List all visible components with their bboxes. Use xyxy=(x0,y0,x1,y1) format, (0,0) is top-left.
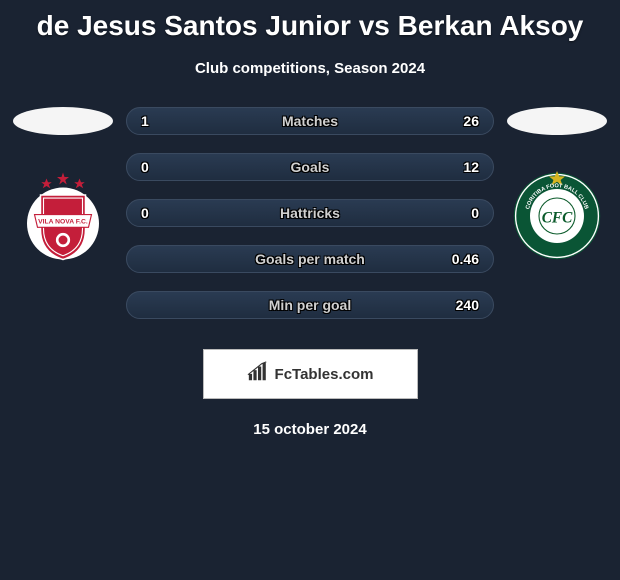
stat-left-value: 1 xyxy=(141,113,149,129)
stat-row-goals-per-match: Goals per match 0.46 xyxy=(126,245,494,273)
stat-row-matches: 1 Matches 26 xyxy=(126,107,494,135)
stat-left-value: 0 xyxy=(141,159,149,175)
svg-text:CFC: CFC xyxy=(542,209,573,226)
page-title: de Jesus Santos Junior vs Berkan Aksoy xyxy=(8,10,612,42)
svg-text:VILA NOVA F.C.: VILA NOVA F.C. xyxy=(38,219,88,226)
comparison-widget: de Jesus Santos Junior vs Berkan Aksoy C… xyxy=(0,0,620,448)
date-text: 15 october 2024 xyxy=(8,421,612,438)
club-crest-left: VILA NOVA F.C. xyxy=(18,171,108,261)
player-right-avatar xyxy=(507,107,607,135)
fctables-text: FcTables.com xyxy=(275,366,374,383)
fctables-link[interactable]: FcTables.com xyxy=(203,349,418,399)
bar-chart-icon xyxy=(247,361,269,387)
left-column: VILA NOVA F.C. xyxy=(8,107,118,261)
stat-label: Hattricks xyxy=(280,205,340,221)
stat-label: Min per goal xyxy=(269,297,351,313)
stat-left-value: 0 xyxy=(141,205,149,221)
subtitle: Club competitions, Season 2024 xyxy=(8,60,612,77)
stat-right-value: 240 xyxy=(456,297,479,313)
stat-row-hattricks: 0 Hattricks 0 xyxy=(126,199,494,227)
stats-column: 1 Matches 26 0 Goals 12 0 Hattricks 0 Go… xyxy=(126,107,494,319)
stat-right-value: 12 xyxy=(463,159,479,175)
stat-label: Goals per match xyxy=(255,251,365,267)
stat-label: Matches xyxy=(282,113,338,129)
main-row: VILA NOVA F.C. 1 Matches 26 0 Goals 12 0 xyxy=(8,107,612,319)
right-column: CORITIBA FOOT BALL CLUB PARANÁ CFC xyxy=(502,107,612,261)
stat-right-value: 0.46 xyxy=(452,251,479,267)
club-crest-right: CORITIBA FOOT BALL CLUB PARANÁ CFC xyxy=(512,171,602,261)
stat-row-goals: 0 Goals 12 xyxy=(126,153,494,181)
stat-right-value: 0 xyxy=(471,205,479,221)
player-left-avatar xyxy=(13,107,113,135)
stat-row-min-per-goal: Min per goal 240 xyxy=(126,291,494,319)
stat-right-value: 26 xyxy=(463,113,479,129)
stat-label: Goals xyxy=(291,159,330,175)
